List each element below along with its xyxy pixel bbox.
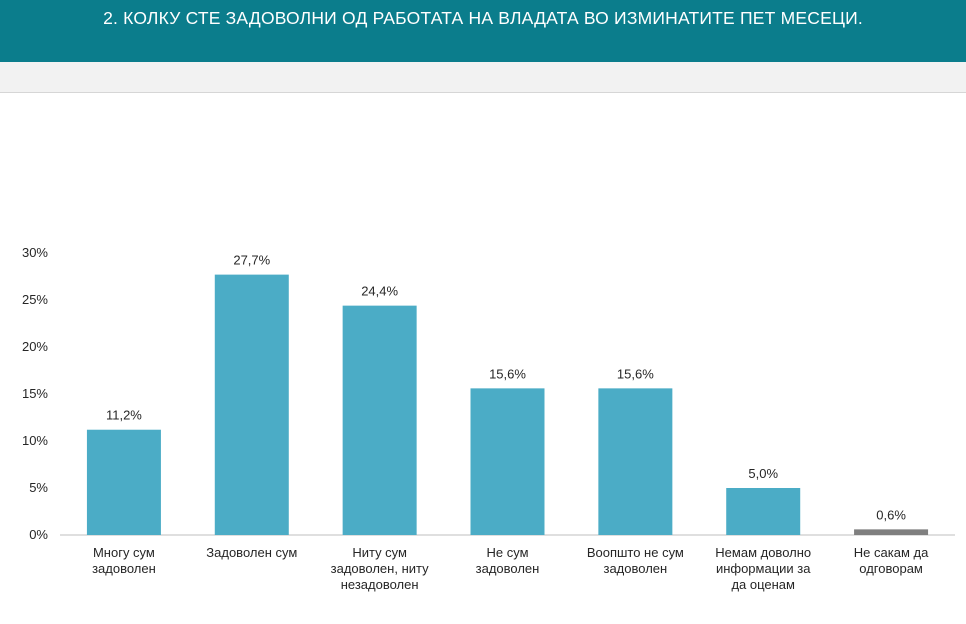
x-category-label: Задоволен сум bbox=[206, 545, 297, 560]
y-tick-label: 10% bbox=[22, 433, 48, 448]
x-category-label: незадоволен bbox=[341, 577, 419, 592]
y-tick-label: 30% bbox=[22, 245, 48, 260]
x-category-label: одговорам bbox=[859, 561, 923, 576]
sub-header-bar bbox=[0, 62, 966, 93]
page-title: 2. КОЛКУ СТЕ ЗАДОВОЛНИ ОД РАБОТАТА НА ВЛ… bbox=[103, 8, 863, 28]
bar bbox=[854, 529, 929, 535]
data-label: 24,4% bbox=[361, 284, 398, 299]
y-tick-label: 0% bbox=[29, 527, 48, 542]
x-category-label: задоволен bbox=[476, 561, 540, 576]
x-category-label: да оценам bbox=[731, 577, 795, 592]
data-label: 0,6% bbox=[876, 507, 906, 522]
x-category-label: Немам доволно bbox=[715, 545, 811, 560]
bar bbox=[342, 305, 417, 535]
bar bbox=[598, 388, 673, 535]
x-category-label: Ниту сум bbox=[352, 545, 407, 560]
x-category-label: задоволен, ниту bbox=[331, 561, 429, 576]
data-label: 15,6% bbox=[489, 366, 526, 381]
x-category-label: информации за bbox=[716, 561, 811, 576]
y-tick-label: 25% bbox=[22, 292, 48, 307]
data-label: 27,7% bbox=[233, 253, 270, 268]
x-category-label: Не сакам да bbox=[854, 545, 929, 560]
data-label: 5,0% bbox=[748, 466, 778, 481]
x-category-label: Многу сум bbox=[93, 545, 155, 560]
x-category-label: задоволен bbox=[603, 561, 667, 576]
y-tick-label: 5% bbox=[29, 480, 48, 495]
x-category-label: задоволен bbox=[92, 561, 156, 576]
bar bbox=[214, 274, 289, 535]
bar bbox=[470, 388, 545, 535]
bar bbox=[726, 488, 801, 535]
y-tick-label: 15% bbox=[22, 386, 48, 401]
x-category-label: Воопшто не сум bbox=[587, 545, 684, 560]
x-category-label: Не сум bbox=[486, 545, 528, 560]
data-label: 11,2% bbox=[106, 408, 142, 423]
bar bbox=[86, 429, 161, 535]
data-label: 15,6% bbox=[617, 366, 654, 381]
header-bar: 2. КОЛКУ СТЕ ЗАДОВОЛНИ ОД РАБОТАТА НА ВЛ… bbox=[0, 0, 966, 62]
y-tick-label: 20% bbox=[22, 339, 48, 354]
